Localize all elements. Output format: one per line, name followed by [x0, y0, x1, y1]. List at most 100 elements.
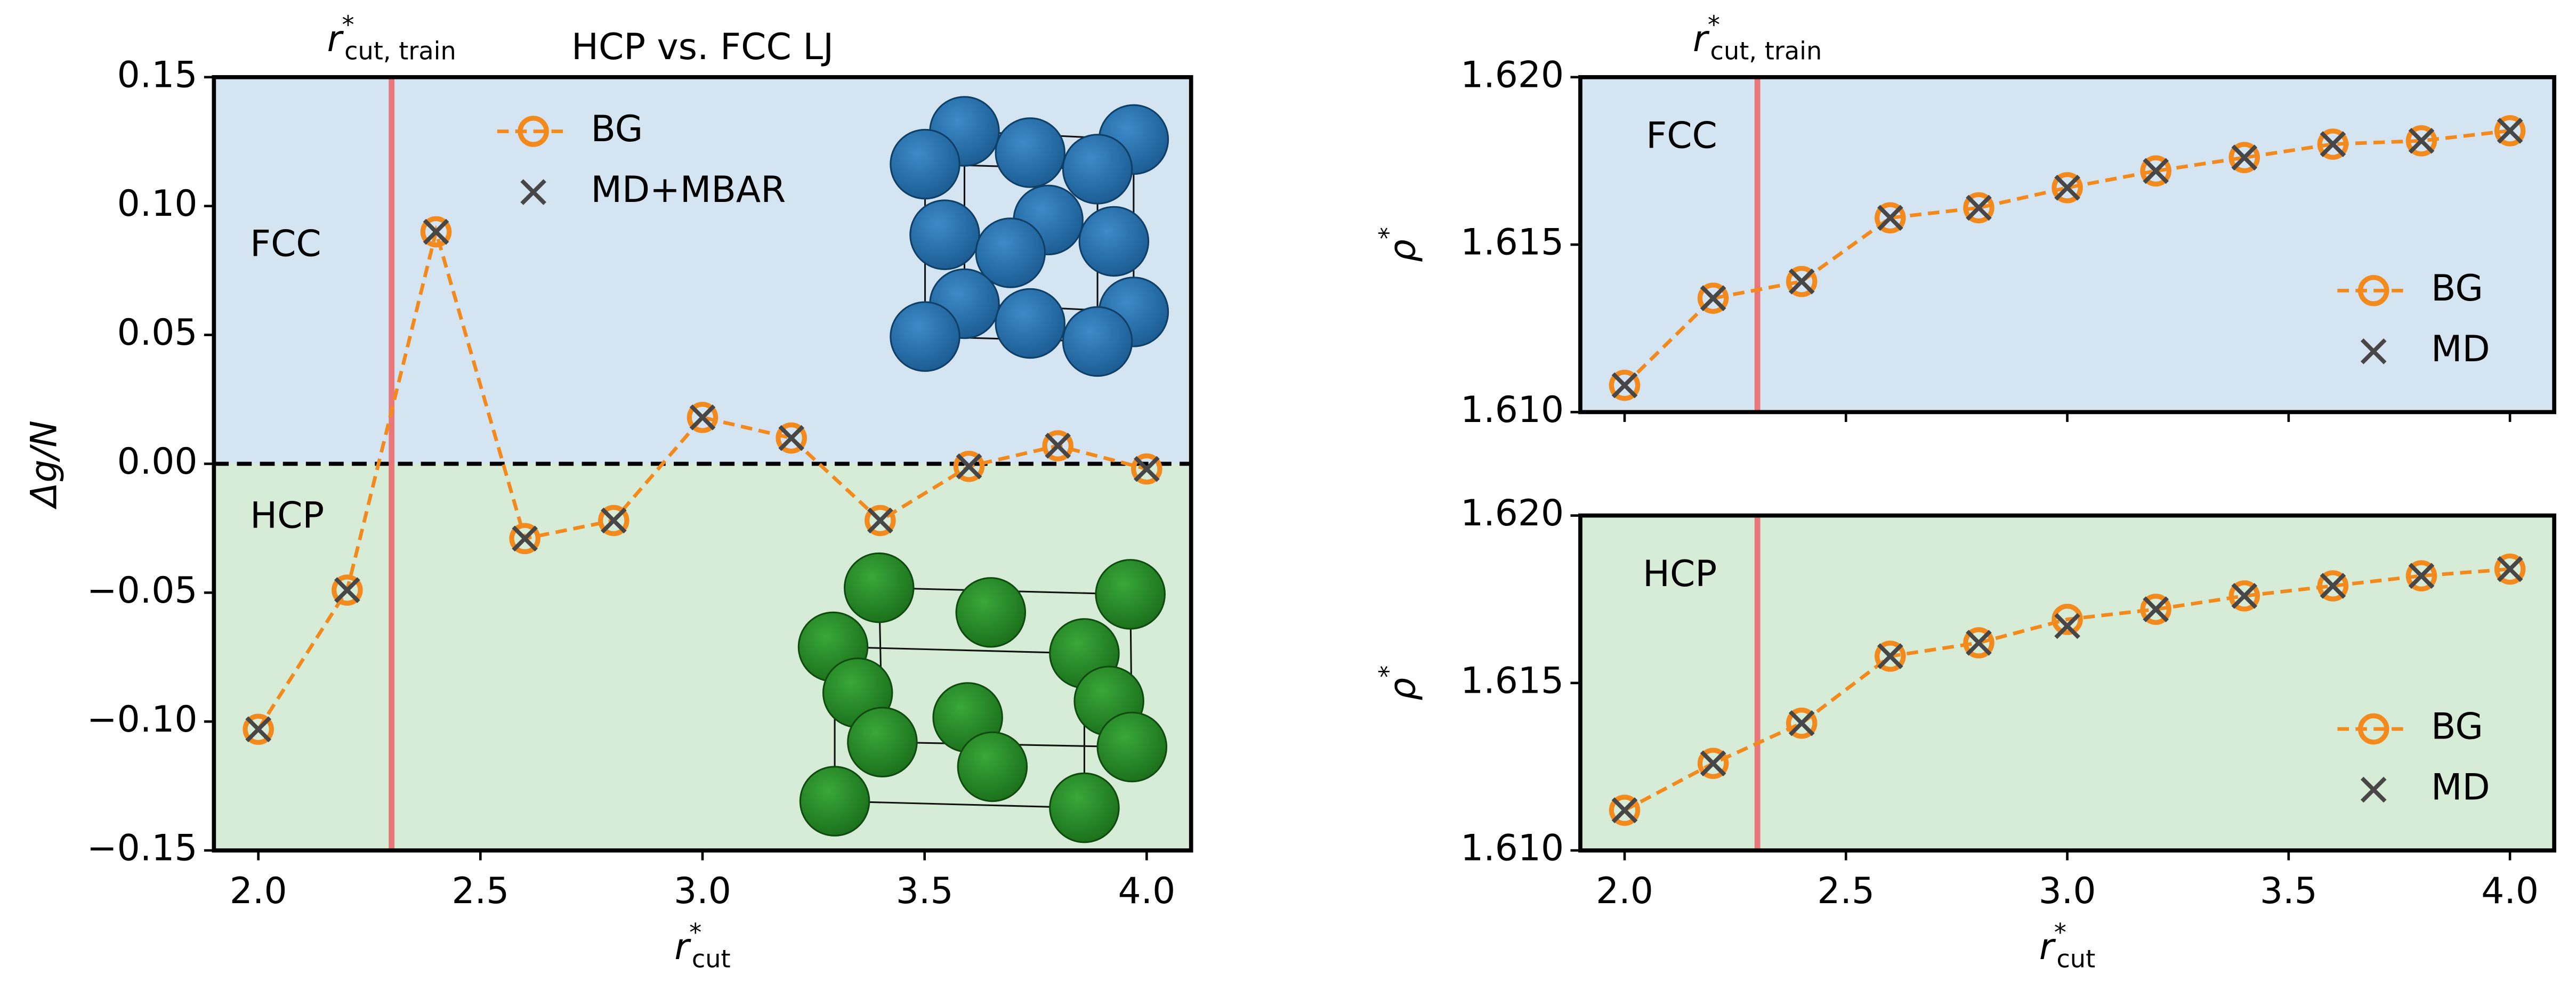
marker: [2228, 142, 2260, 173]
legend-marker: [2360, 776, 2387, 803]
marker: [2052, 172, 2083, 204]
region: [1580, 515, 2555, 851]
marker: [2320, 131, 2346, 157]
marker: [512, 525, 538, 552]
legend-label: BG: [591, 108, 643, 150]
x-tick-label: 3.0: [674, 870, 731, 912]
x-tick-label: 3.5: [896, 870, 954, 912]
label-symbol: ρ: [1381, 678, 1423, 701]
marker: [865, 505, 896, 537]
y-tick-label: 0.10: [117, 182, 198, 224]
x-tick-label: 2.5: [451, 870, 509, 912]
marker: [1966, 194, 1992, 221]
marker: [2143, 158, 2169, 184]
marker: [2054, 613, 2080, 639]
marker: [2140, 594, 2171, 625]
marker: [245, 716, 271, 743]
marker: [509, 523, 540, 555]
marker: [1700, 285, 1726, 311]
marker: [2408, 127, 2435, 154]
x-tick-label: 2.0: [230, 870, 287, 912]
marker: [598, 505, 629, 537]
y-tick-label: 1.610: [1460, 388, 1564, 431]
marker: [1786, 707, 1818, 739]
marker: [1611, 372, 1638, 399]
y-axis-label: ρ*: [1374, 666, 1423, 701]
marker: [2497, 556, 2523, 582]
x-tick-label: 2.5: [1817, 870, 1875, 912]
marker: [1697, 748, 1729, 779]
legend-label: MD: [2431, 328, 2490, 370]
marker: [2317, 128, 2349, 160]
marker: [423, 218, 449, 245]
legend-label: BG: [2431, 267, 2483, 309]
y-tick-label: 0.15: [117, 53, 198, 95]
y-tick-label: 1.620: [1460, 53, 1564, 95]
legend-marker: [2357, 713, 2389, 745]
marker: [1786, 265, 1818, 297]
vline-label: r* cut, train: [327, 10, 456, 65]
legend-label: MD+MBAR: [591, 168, 786, 210]
label-symbol: ρ: [1381, 239, 1423, 262]
marker: [1611, 797, 1638, 823]
marker: [1700, 750, 1726, 776]
legend-marker: [2357, 275, 2389, 306]
x-tick-label: 2.0: [1596, 870, 1653, 912]
marker: [1963, 192, 1994, 224]
marker: [1875, 202, 1906, 234]
plot-frame: [1578, 75, 2557, 415]
y-tick-label: 1.615: [1460, 659, 1564, 701]
plot-frame: [212, 75, 1193, 853]
marker: [2231, 144, 2258, 171]
label-subscript: cut: [2056, 944, 2095, 973]
y-tick-label: 0.00: [117, 440, 198, 482]
marker: [1609, 794, 1641, 826]
series-line: [1624, 567, 2510, 812]
marker: [1697, 282, 1729, 314]
marker: [1963, 627, 1994, 659]
legend-marker: [2360, 338, 2387, 364]
marker: [2494, 553, 2526, 585]
marker: [2231, 583, 2258, 609]
marker: [689, 404, 716, 431]
y-tick-label: −0.10: [87, 698, 198, 740]
region-label: HCP: [1643, 553, 1717, 595]
marker: [2317, 570, 2349, 602]
series-line: [256, 225, 1148, 731]
label-symbol: r: [327, 18, 344, 60]
region: [1580, 77, 2555, 412]
x-tick-label: 4.0: [2481, 870, 2539, 912]
marker: [332, 574, 363, 606]
marker: [2054, 174, 2080, 201]
y-tick-label: 1.615: [1460, 221, 1564, 263]
marker: [1131, 453, 1162, 485]
y-tick-label: 1.610: [1460, 827, 1564, 869]
marker: [2405, 560, 2437, 591]
marker: [2408, 563, 2435, 589]
marker: [1966, 630, 1992, 656]
y-tick-label: −0.05: [87, 569, 198, 611]
marker: [2494, 115, 2526, 147]
vline-label: r* cut, train: [1693, 10, 1822, 65]
label-subscript: cut, train: [344, 36, 456, 65]
marker: [956, 453, 982, 480]
hcp-inset: [797, 552, 1168, 843]
x-tick-label: 3.0: [2039, 870, 2096, 912]
chart-title: HCP vs. FCC LJ: [571, 26, 834, 68]
marker: [243, 713, 274, 745]
y-axis-label: ρ*: [1374, 227, 1423, 262]
x-tick-label: 3.5: [2260, 870, 2317, 912]
region-label: FCC: [1646, 114, 1717, 156]
marker: [687, 402, 718, 433]
marker: [2052, 604, 2083, 635]
x-axis-label: r* cut: [674, 918, 730, 973]
marker: [2228, 580, 2260, 612]
label-symbol: r: [674, 926, 691, 968]
marker: [420, 216, 452, 248]
label-superscript: *: [689, 918, 701, 947]
marker: [2405, 125, 2437, 157]
region-label: HCP: [250, 494, 324, 537]
label-subscript: cut, train: [1710, 36, 1822, 65]
marker: [776, 422, 807, 454]
